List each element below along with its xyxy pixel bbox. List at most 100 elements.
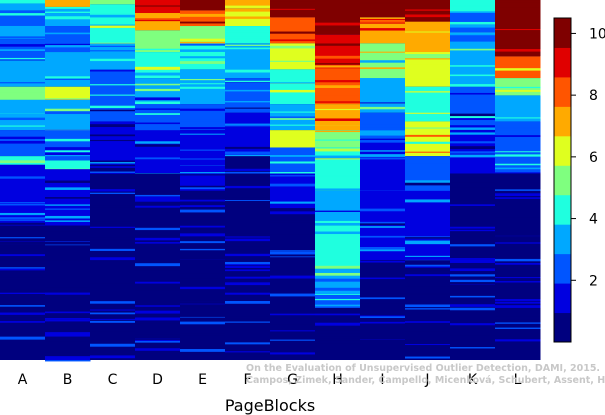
heatmap-cell-K-1 [450,13,496,44]
heatmap-stripe-C [90,41,136,44]
heatmap-stripe-D [135,30,181,33]
heatmap-stripe-D [135,194,181,197]
heatmap-stripe-G [270,39,316,43]
heatmap-cell-E-6 [180,130,226,191]
heatmap-stripe-A [0,8,46,11]
heatmap-stripe-B [45,292,91,295]
heatmap-stripe-I [360,339,406,343]
heatmap-stripe-L [495,327,541,329]
heatmap-stripe-G [270,211,316,215]
heatmap-stripe-H [315,298,361,301]
heatmap-stripe-F [225,168,271,171]
heatmap-stripe-B [45,43,91,46]
heatmap-stripe-E [180,333,226,337]
heatmap-stripe-G [270,60,316,62]
heatmap-stripe-D [135,348,181,351]
heatmap-stripe-E [180,165,226,169]
heatmap-stripe-E [180,198,226,200]
heatmap-stripe-B [45,257,91,260]
colorbar-segment-9 [554,47,571,78]
heatmap-stripe-H [315,265,361,269]
colorbar-segment-8 [554,76,571,107]
heatmap-stripe-B [45,226,91,230]
heatmap-stripe-K [450,259,496,262]
heatmap-stripe-B [45,311,91,314]
heatmap-stripe-H [315,149,361,151]
heatmap-cell-D-1 [135,13,181,31]
heatmap-stripe-A [0,202,46,204]
heatmap-cell-D-7 [135,173,181,360]
heatmap-stripe-G [270,82,316,84]
heatmap-stripe-B [45,215,91,219]
heatmap-stripe-H [315,27,361,31]
heatmap-stripe-G [270,161,316,164]
heatmap-stripe-C [90,309,136,311]
heatmap-stripe-B [45,111,91,115]
heatmap-stripe-A [0,176,46,179]
heatmap-stripe-A [0,203,46,206]
heatmap-stripe-E [180,2,226,5]
heatmap-stripe-D [135,83,181,86]
heatmap-stripe-E [180,172,226,174]
heatmap-stripe-K [450,65,496,67]
heatmap-stripe-E [180,38,226,42]
heatmap-stripe-F [225,204,271,208]
heatmap-stripe-F [225,279,271,282]
heatmap-stripe-F [225,166,271,169]
heatmap-stripe-I [360,277,406,280]
heatmap-stripe-F [225,269,271,272]
heatmap-plot-area [0,0,541,362]
heatmap-stripe-J [405,54,451,57]
heatmap-stripe-C [90,237,136,240]
colorbar-tick-label-6: 6 [589,150,598,166]
heatmap-stripe-D [135,321,181,324]
heatmap-stripe-D [135,290,181,293]
heatmap-cell-B-6 [45,99,91,131]
heatmap-stripe-H [315,205,361,207]
heatmap-stripe-H [315,231,361,235]
heatmap-stripe-H [315,68,361,71]
heatmap-stripe-D [135,190,181,192]
heatmap-stripe-B [45,340,91,342]
heatmap-stripe-H [315,55,361,59]
heatmap-stripe-A [0,268,46,271]
heatmap-stripe-D [135,344,181,348]
heatmap-stripe-A [0,154,46,156]
heatmap-cell-K-0 [450,0,496,14]
colorbar-tick-label-8: 8 [589,88,598,104]
heatmap-stripe-H [315,313,361,316]
heatmap-stripe-I [360,130,406,133]
heatmap-stripe-H [315,287,361,291]
heatmap-stripe-D [135,149,181,151]
heatmap-cell-D-5 [135,104,181,131]
heatmap-stripe-J [405,344,451,346]
heatmap-stripe-E [180,111,226,114]
heatmap-cell-L-3 [495,95,541,122]
heatmap-stripe-G [270,41,316,43]
heatmap-stripe-F [225,137,271,141]
x-tick-label-L: L [514,372,522,388]
heatmap-stripe-J [405,221,451,223]
heatmap-stripe-K [450,279,496,283]
heatmap-stripe-G [270,220,316,223]
heatmap-stripe-I [360,222,406,226]
heatmap-stripe-D [135,310,181,314]
heatmap-stripe-F [225,231,271,234]
heatmap-stripe-D [135,331,181,335]
heatmap-stripe-F [225,152,271,155]
heatmap-stripe-B [45,72,91,76]
x-tick-label-E: E [198,372,207,388]
heatmap-stripe-L [495,49,541,52]
heatmap-stripe-E [180,246,226,248]
heatmap-stripe-J [405,304,451,308]
heatmap-stripe-L [495,258,541,262]
heatmap-stripe-L [495,154,541,157]
heatmap-stripe-E [180,286,226,290]
heatmap-stripe-F [225,236,271,238]
heatmap-stripe-I [360,154,406,157]
heatmap-stripe-F [225,100,271,103]
heatmap-stripe-F [225,178,271,181]
heatmap-stripe-E [180,205,226,208]
heatmap-stripe-A [0,82,46,84]
